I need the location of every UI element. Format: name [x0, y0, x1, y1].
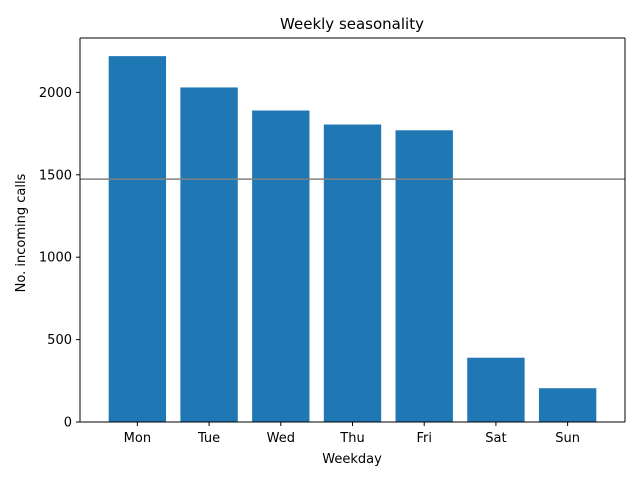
chart-title: Weekly seasonality	[280, 15, 424, 33]
y-ticks-group: 0 500 1000 1500 2000	[39, 86, 80, 431]
x-tick-label: Wed	[267, 431, 295, 446]
x-tick-label: Tue	[197, 431, 220, 446]
bar-thu	[323, 124, 382, 422]
bar-wed	[252, 110, 310, 423]
x-ticks-group: Mon Tue Wed Thu Fri Sat Sun	[124, 422, 580, 446]
bar-tue	[180, 87, 238, 422]
bar-sun	[538, 388, 597, 422]
bar-fri	[395, 130, 453, 422]
y-tick-label: 500	[47, 333, 72, 348]
x-tick-label: Fri	[416, 431, 432, 446]
x-tick-label: Mon	[124, 431, 151, 446]
y-tick-label: 0	[64, 416, 72, 431]
y-tick-label: 1000	[39, 251, 72, 266]
x-tick-label: Thu	[339, 431, 364, 446]
bar-sat	[467, 357, 525, 422]
bar-mon	[108, 56, 167, 422]
x-axis-label: Weekday	[322, 452, 382, 467]
x-tick-label: Sun	[555, 431, 580, 446]
y-tick-label: 2000	[39, 86, 72, 101]
x-tick-label: Sat	[485, 431, 506, 446]
bars-group	[108, 56, 597, 423]
y-tick-label: 1500	[39, 168, 72, 183]
y-axis-label: No. incoming calls	[14, 173, 29, 292]
